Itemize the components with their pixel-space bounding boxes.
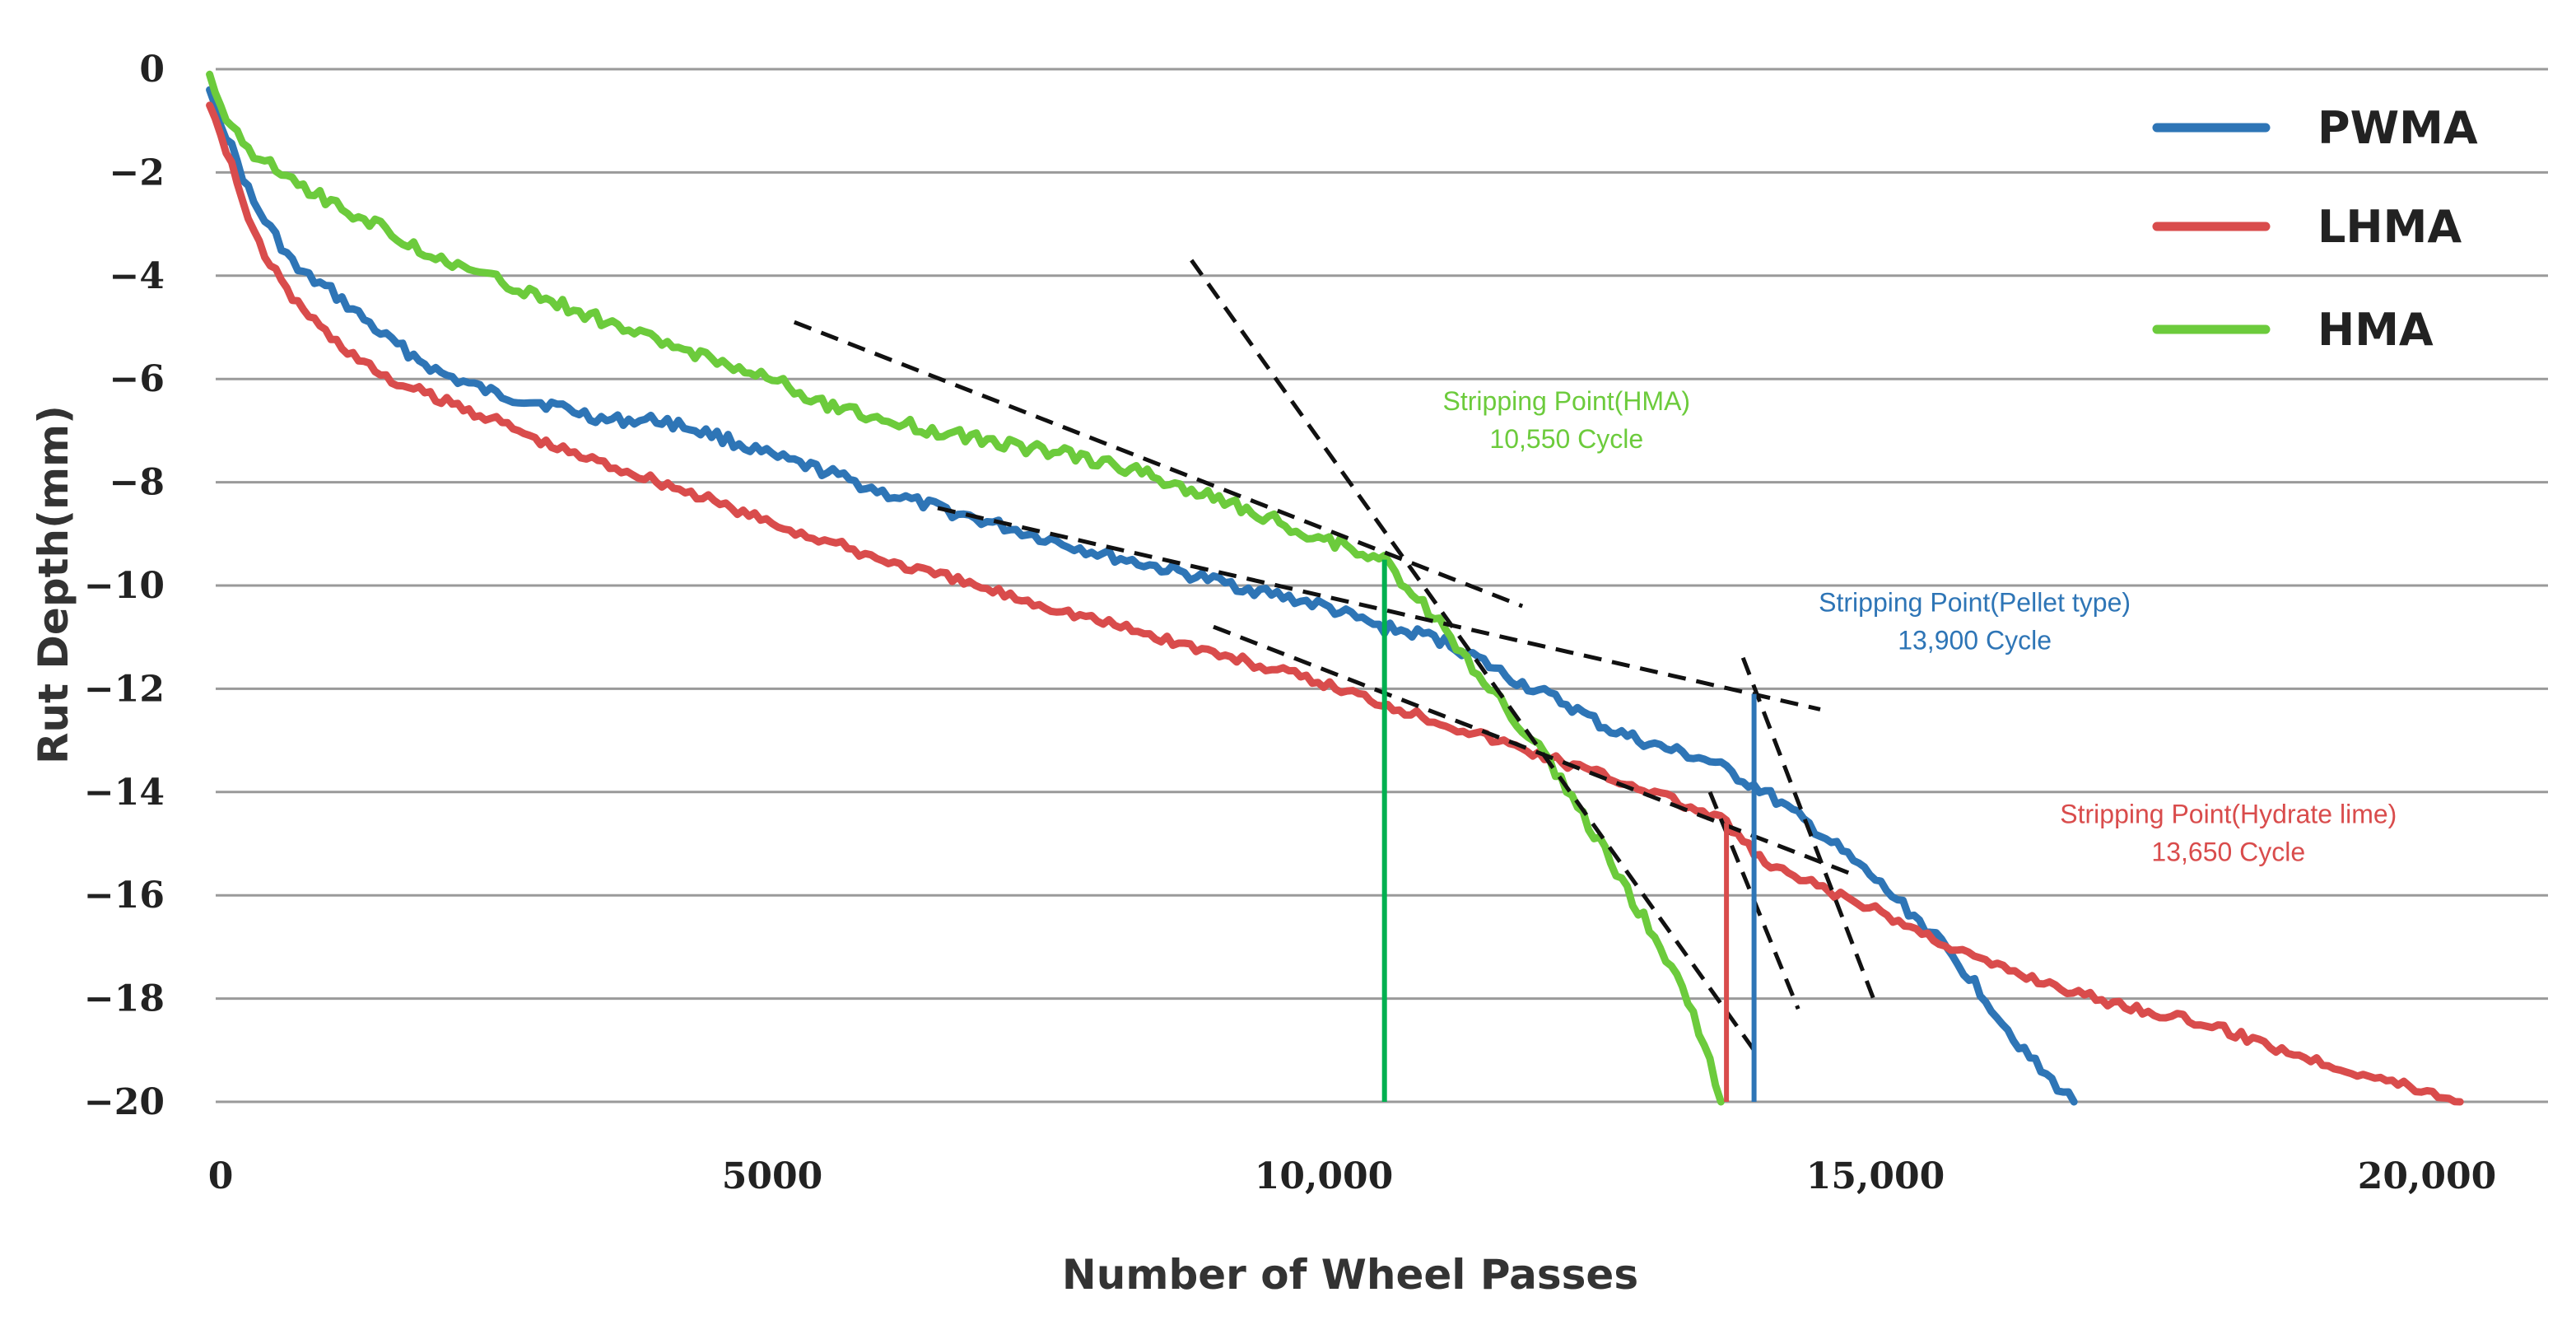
y-tick-label: −12 bbox=[84, 668, 165, 710]
y-tick-label: −20 bbox=[84, 1081, 165, 1123]
y-tick-label: −10 bbox=[84, 565, 165, 607]
legend-label-lhma: LHMA bbox=[2317, 201, 2462, 253]
x-tick-label: 5000 bbox=[722, 1155, 822, 1197]
stripping-cycle-pwma: 13,900 Cycle bbox=[1898, 625, 2052, 655]
legend-label-pwma: PWMA bbox=[2317, 102, 2478, 154]
y-tick-label: −4 bbox=[109, 255, 165, 297]
series-line-pwma bbox=[206, 86, 2078, 1106]
tangent-line bbox=[1740, 656, 1878, 1005]
series-line-hma bbox=[206, 70, 1725, 1106]
stripping-label-lhma: Stripping Point(Hydrate lime) bbox=[2060, 799, 2397, 828]
legend-label-hma: HMA bbox=[2317, 304, 2434, 356]
tangent-line bbox=[1190, 259, 1756, 1052]
y-tick-label: −6 bbox=[109, 358, 165, 400]
y-tick-label: −14 bbox=[84, 772, 165, 814]
tangent-line bbox=[937, 506, 1821, 711]
y-axis-title: Rut Depth(mm) bbox=[30, 405, 77, 764]
stripping-label-hma: Stripping Point(HMA) bbox=[1443, 386, 1691, 416]
x-axis-title: Number of Wheel Passes bbox=[1062, 1251, 1638, 1299]
y-tick-label: −16 bbox=[84, 875, 165, 917]
stripping-cycle-lhma: 13,650 Cycle bbox=[2151, 837, 2305, 866]
tangent-line bbox=[793, 320, 1524, 609]
stripping-label-pwma: Stripping Point(Pellet type) bbox=[1819, 587, 2131, 617]
stripping-cycle-hma: 10,550 Cycle bbox=[1489, 424, 1643, 454]
x-tick-label: 10,000 bbox=[1255, 1155, 1393, 1197]
series-line-lhma bbox=[206, 101, 2464, 1106]
x-tick-label: 15,000 bbox=[1806, 1155, 1945, 1197]
y-tick-label: −18 bbox=[84, 978, 165, 1020]
x-tick-label: 0 bbox=[208, 1155, 234, 1197]
y-tick-label: −2 bbox=[109, 152, 165, 194]
y-tick-label: −8 bbox=[109, 462, 165, 504]
y-tick-label: 0 bbox=[139, 49, 165, 91]
x-tick-label: 20,000 bbox=[2358, 1155, 2496, 1197]
